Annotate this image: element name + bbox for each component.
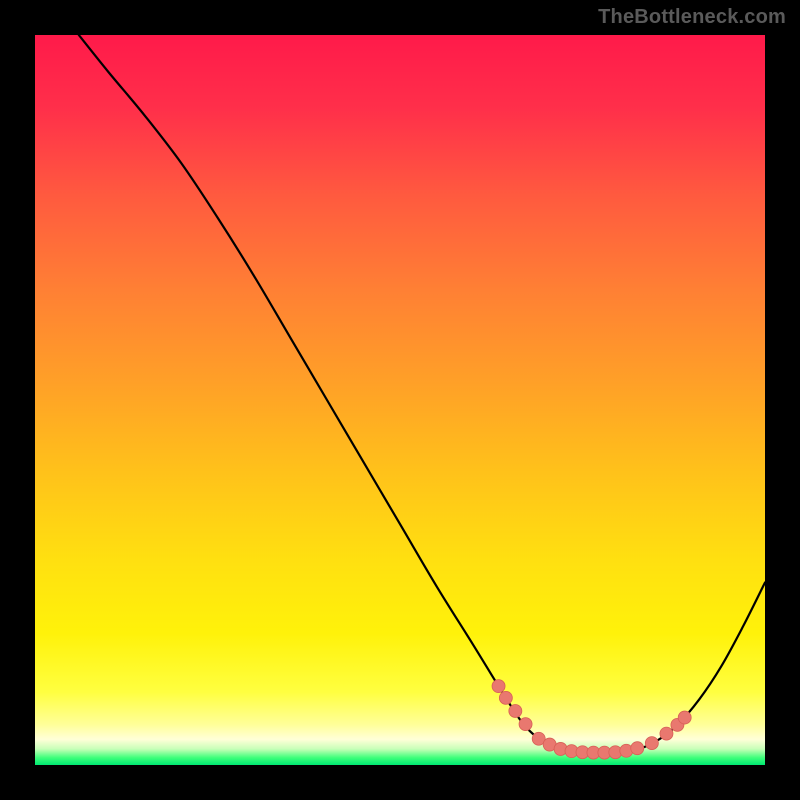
marker-dot — [678, 711, 691, 724]
marker-dot — [631, 742, 644, 755]
marker-dot — [519, 718, 532, 731]
highlight-markers — [492, 680, 691, 759]
marker-dot — [499, 691, 512, 704]
marker-dot — [660, 727, 673, 740]
watermark-text: TheBottleneck.com — [598, 6, 786, 29]
chart-curve-layer — [35, 35, 765, 765]
marker-dot — [509, 704, 522, 717]
bottleneck-curve — [79, 35, 765, 753]
marker-dot — [645, 737, 658, 750]
chart-plot-area — [35, 35, 765, 765]
marker-dot — [492, 680, 505, 693]
